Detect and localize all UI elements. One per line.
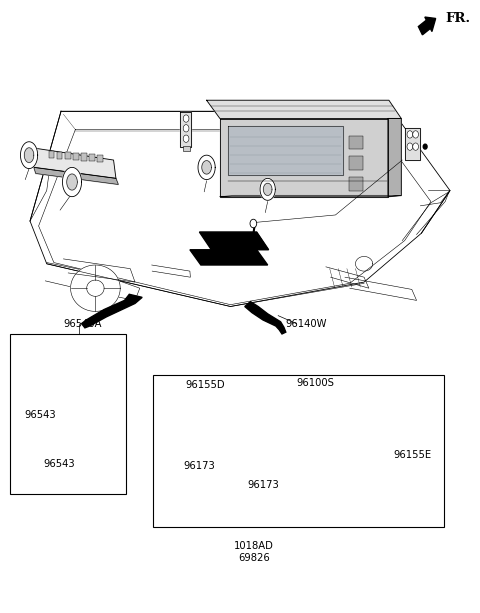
Polygon shape [21,142,37,169]
Circle shape [413,143,419,150]
Polygon shape [24,148,34,162]
Bar [183,146,191,151]
Polygon shape [198,155,215,180]
Text: 1018AD: 1018AD [234,541,274,551]
Circle shape [183,135,189,142]
Bar [10,334,126,495]
Polygon shape [202,161,211,174]
Text: 96155E: 96155E [394,450,432,460]
Circle shape [183,124,189,132]
Polygon shape [228,126,343,175]
Circle shape [423,144,427,149]
Text: 96173: 96173 [184,462,216,471]
Circle shape [407,131,413,138]
Polygon shape [220,196,401,197]
Polygon shape [220,118,388,197]
Polygon shape [206,101,401,118]
Bar [57,151,62,159]
Bar [97,154,103,162]
Bar [65,152,71,159]
Polygon shape [245,302,286,334]
Polygon shape [405,128,420,160]
Polygon shape [199,232,269,249]
Circle shape [183,115,189,122]
Text: 96100S: 96100S [296,378,334,388]
Polygon shape [388,118,401,197]
Polygon shape [30,111,450,306]
Circle shape [250,219,257,228]
Polygon shape [67,174,77,190]
FancyArrow shape [419,17,436,35]
Text: 69826: 69826 [239,553,270,563]
Text: FR.: FR. [445,12,470,25]
Polygon shape [82,294,142,328]
Text: 96173: 96173 [247,481,279,490]
Polygon shape [180,112,192,147]
Bar [153,375,444,527]
Polygon shape [260,178,276,200]
Circle shape [407,143,413,150]
Polygon shape [34,167,118,185]
Text: 96540A: 96540A [63,319,102,329]
Bar [48,151,54,158]
Polygon shape [33,148,116,178]
Bar [349,177,363,191]
Polygon shape [71,265,120,311]
Text: 96140W: 96140W [285,319,327,329]
Bar [349,135,363,149]
Text: 96543: 96543 [43,459,75,469]
Bar [89,154,95,161]
Polygon shape [264,183,272,196]
Polygon shape [62,167,82,197]
Text: 96543: 96543 [24,410,56,420]
Bar [349,156,363,170]
Polygon shape [190,249,268,265]
Circle shape [413,131,419,138]
Text: 96155D: 96155D [185,379,225,390]
Bar [81,153,87,161]
Bar [73,153,79,160]
